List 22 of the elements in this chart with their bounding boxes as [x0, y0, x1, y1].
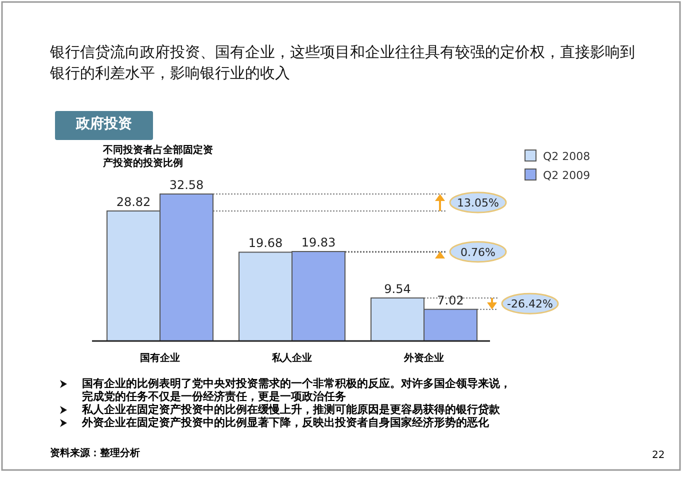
text: 国有企业的比例表明了党中央对投资需求的一个非常积极的反应。对许多国企领导来说，完成党的任务不仅是一份经济责任，更是一项政治任务: [82, 377, 512, 403]
data-label: 28.82: [116, 194, 151, 209]
annotation: 0.76%: [460, 246, 496, 259]
legend-label: Q2 2009: [543, 169, 590, 182]
y-axis-title: 不同投资者占全部固定资产投资的投资比例: [103, 144, 214, 170]
x-tick-label: 外资企业: [403, 352, 444, 364]
data-label: 19.68: [248, 236, 283, 250]
x-tick-label: 国有企业: [140, 352, 180, 364]
data-label: 7.02: [437, 293, 464, 308]
text: 外资企业在固定资产投资中的比例显著下降，反映出投资者自身国家经济形势的恶化: [82, 416, 490, 429]
data-label: 9.54: [384, 282, 411, 296]
data-label: 32.58: [169, 178, 204, 192]
text: -26.42%: [507, 298, 553, 311]
legend-label: Q2 2008: [543, 150, 590, 163]
x-tick-label: 私人企业: [271, 352, 312, 364]
text: 22: [652, 450, 665, 461]
data-label: 19.83: [301, 236, 336, 250]
chart-subtitle: 政府投资: [74, 115, 133, 133]
text: 私人企业在固定资产投资中的比例在缓慢上升，推测可能原因是更容易获得的银行贷款: [82, 403, 501, 416]
chart-title: 银行信贷流向政府投资、国有企业，这些项目和企业往往具有较强的定价权，直接影响到银行的利差水平，影响银行业的收入: [50, 42, 636, 84]
text: 资料来源：整理分析: [50, 446, 140, 460]
annotation: 13.05%: [457, 196, 499, 210]
